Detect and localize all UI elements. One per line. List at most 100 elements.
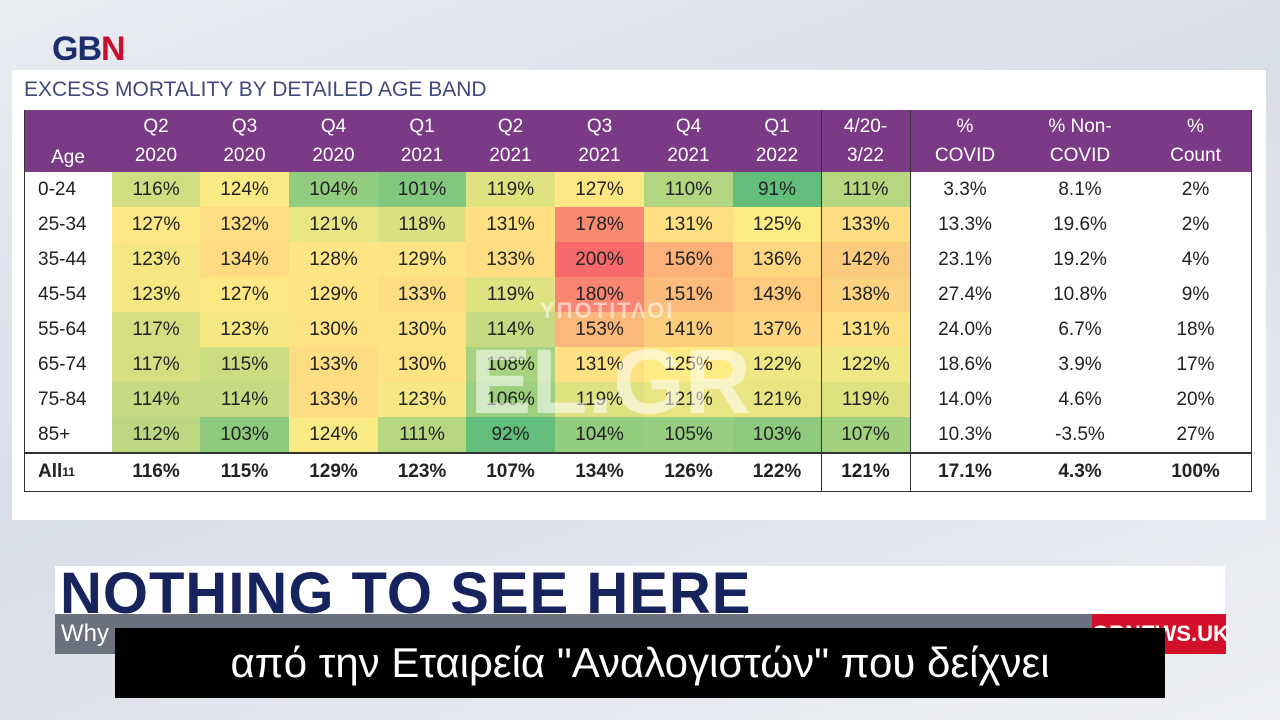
table-cell: 133% bbox=[378, 277, 466, 312]
table-cell: 118% bbox=[378, 207, 466, 242]
table-cell: 130% bbox=[378, 312, 466, 347]
header-line: 2022 bbox=[755, 145, 799, 166]
table-cell: 3.3% bbox=[943, 178, 987, 200]
table-cell: 153% bbox=[555, 312, 644, 347]
table-cell: 24.0% bbox=[938, 318, 992, 340]
watermark: EL.GR bbox=[470, 331, 752, 433]
row-label: All 11 bbox=[24, 452, 112, 491]
header-line: Q3 bbox=[231, 116, 258, 137]
table-cell: 105% bbox=[644, 417, 733, 452]
table-cell: 18% bbox=[1176, 318, 1215, 340]
table-cell: 133% bbox=[289, 347, 378, 382]
table-cell: 3.9% bbox=[1058, 353, 1102, 375]
total-cell: 17.1% bbox=[938, 460, 992, 482]
table-cell: 133% bbox=[466, 242, 555, 277]
column-header: % Non- COVID bbox=[1020, 110, 1140, 172]
table-border bbox=[24, 452, 1252, 454]
total-cell: 4.3% bbox=[1058, 460, 1102, 482]
table-cell: 134% bbox=[200, 242, 289, 277]
column-divider bbox=[910, 110, 911, 491]
table-cell: 17% bbox=[1176, 353, 1215, 375]
table-border bbox=[24, 491, 1252, 492]
table-cell: 131% bbox=[555, 347, 644, 382]
header-line: Age bbox=[51, 147, 85, 168]
table-cell: 104% bbox=[555, 417, 644, 452]
table-cell: 156% bbox=[644, 242, 733, 277]
table-cell: 123% bbox=[200, 312, 289, 347]
table-cell: 111% bbox=[821, 172, 910, 207]
headline-band bbox=[55, 566, 1225, 614]
column-header: % Count bbox=[1140, 110, 1251, 172]
table-cell: 128% bbox=[289, 242, 378, 277]
table-cell: 138% bbox=[821, 277, 910, 312]
header-line: 4/20- bbox=[843, 116, 888, 137]
table-cell: 119% bbox=[821, 382, 910, 417]
header-line: Q1 bbox=[409, 116, 435, 137]
column-divider bbox=[821, 110, 822, 491]
header-line: Q4 bbox=[675, 116, 702, 137]
table-cell: 129% bbox=[289, 277, 378, 312]
table-cell: 92% bbox=[466, 417, 555, 452]
table-cell: 103% bbox=[200, 417, 289, 452]
table-cell: 127% bbox=[112, 207, 200, 242]
table-cell: 127% bbox=[200, 277, 289, 312]
row-label: 45-54 bbox=[38, 283, 87, 305]
table-cell: 115% bbox=[200, 347, 289, 382]
table-cell: 137% bbox=[733, 312, 821, 347]
header-line: COVID bbox=[1049, 145, 1111, 166]
table-cell: 114% bbox=[466, 312, 555, 347]
row-label: 35-44 bbox=[38, 248, 87, 270]
table-cell: 121% bbox=[644, 382, 733, 417]
header-line: Q1 bbox=[764, 116, 790, 137]
header-line: % bbox=[956, 116, 974, 137]
header-line: Q2 bbox=[143, 116, 169, 137]
total-cell: 116% bbox=[132, 460, 180, 482]
table-cell: 121% bbox=[289, 207, 378, 242]
header-line: 2020 bbox=[134, 145, 178, 166]
table-cell: 125% bbox=[733, 207, 821, 242]
table-cell: 124% bbox=[200, 172, 289, 207]
header-line: 2021 bbox=[667, 145, 710, 166]
table-cell: 133% bbox=[289, 382, 378, 417]
row-label: 25-34 bbox=[38, 213, 87, 235]
table-cell: 131% bbox=[466, 207, 555, 242]
table-cell: 101% bbox=[378, 172, 466, 207]
header-line: Q4 bbox=[320, 116, 347, 137]
header-line: Q2 bbox=[497, 116, 524, 137]
header-line: % Non- bbox=[1048, 116, 1112, 137]
table-cell: 4.6% bbox=[1058, 388, 1102, 410]
table-cell: 108% bbox=[466, 347, 555, 382]
table-cell: 123% bbox=[112, 242, 200, 277]
logo: GBN bbox=[52, 30, 126, 69]
total-cell: 134% bbox=[575, 460, 624, 482]
table-cell: 130% bbox=[378, 347, 466, 382]
header-line: 3/22 bbox=[847, 145, 884, 166]
table-cell: 131% bbox=[644, 207, 733, 242]
total-cell: 115% bbox=[220, 460, 269, 482]
table-cell: 119% bbox=[466, 172, 555, 207]
table-cell: 130% bbox=[289, 312, 378, 347]
total-cell: 100% bbox=[1171, 460, 1220, 482]
column-header: Q3 2021 bbox=[555, 110, 644, 172]
row-label: 65-74 bbox=[38, 353, 87, 375]
column-header: % COVID bbox=[910, 110, 1020, 172]
table-cell: 106% bbox=[466, 382, 555, 417]
table-cell: 112% bbox=[112, 417, 200, 452]
table-cell: 13.3% bbox=[938, 213, 992, 235]
table-cell: 129% bbox=[378, 242, 466, 277]
total-cell: 129% bbox=[309, 460, 358, 482]
table-cell: 23.1% bbox=[938, 248, 992, 270]
table-cell: 9% bbox=[1181, 283, 1210, 305]
column-header: Age bbox=[24, 110, 112, 172]
watermark-top: ΥΠΟΤΙΤΛΟΙ bbox=[540, 298, 675, 323]
table-cell: 18.6% bbox=[938, 353, 992, 375]
column-header: Q3 2020 bbox=[200, 110, 289, 172]
table-cell: 117% bbox=[112, 347, 200, 382]
header-line: Count bbox=[1170, 145, 1221, 166]
column-header: Q2 2021 bbox=[466, 110, 555, 172]
logo-left: GB bbox=[52, 30, 102, 68]
table-cell: 6.7% bbox=[1058, 318, 1102, 340]
table-cell: 131% bbox=[821, 312, 910, 347]
table-cell: 178% bbox=[555, 207, 644, 242]
